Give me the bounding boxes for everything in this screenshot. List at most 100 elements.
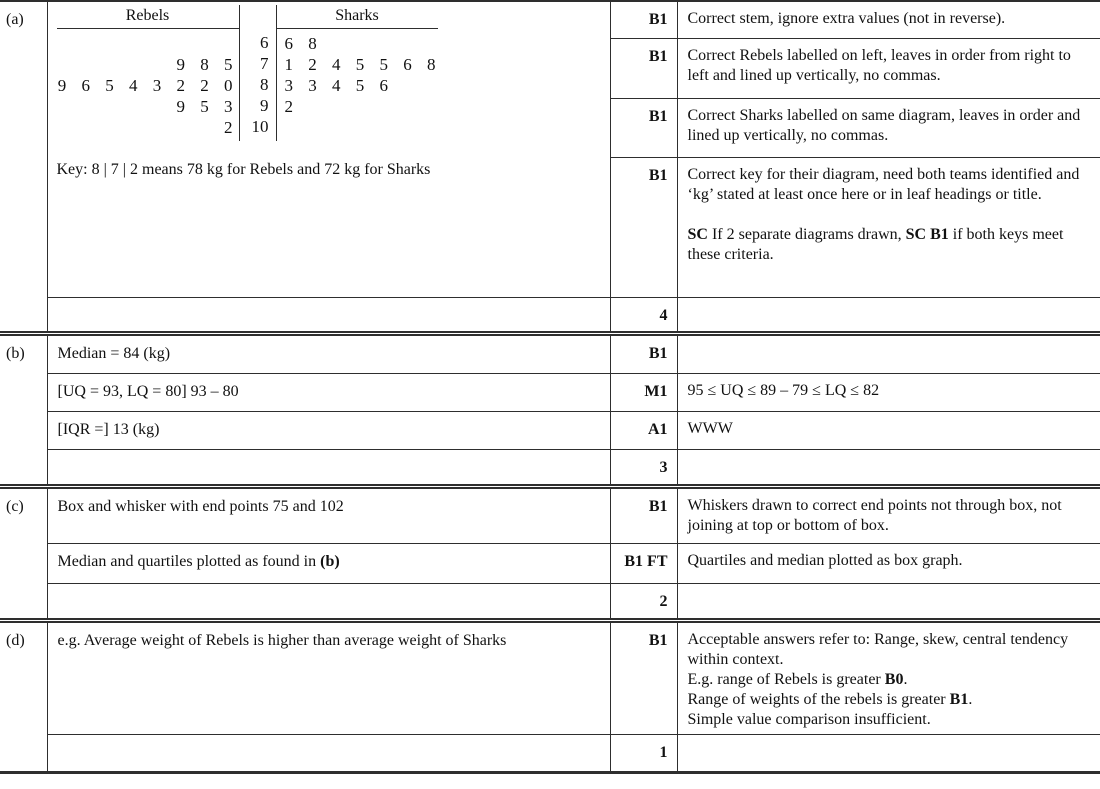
part-label: (d) bbox=[0, 619, 48, 773]
total-row: 1 bbox=[0, 733, 1100, 773]
section-c: (c) Box and whisker with end points 75 an… bbox=[0, 485, 1100, 621]
text-segment: . bbox=[968, 690, 973, 708]
working-cell: Box and whisker with end points 75 and 1… bbox=[46, 485, 611, 544]
text-segment: If 2 separate diagrams drawn, bbox=[707, 225, 906, 243]
note-cell: Correct Sharks labelled on same diagram,… bbox=[676, 97, 1100, 158]
mark-cell: B1 bbox=[609, 0, 678, 39]
mark-cell: A1 bbox=[609, 410, 678, 450]
stem-value: 6 bbox=[260, 33, 269, 52]
empty-note-cell bbox=[676, 448, 1100, 487]
mark-cell: B1 bbox=[609, 97, 678, 158]
right-team-title: Sharks bbox=[276, 5, 438, 29]
total-marks-cell: 3 bbox=[609, 448, 678, 487]
empty-working-cell bbox=[46, 733, 611, 773]
note-cell: Quartiles and median plotted as box grap… bbox=[676, 542, 1100, 584]
section-d: (d) e.g. Average weight of Rebels is high… bbox=[0, 619, 1100, 773]
stem-leaf-column-left: Rebels 9 8 5 9 6 5 4 3 2 2 0 9 5 3 2 bbox=[56, 5, 239, 141]
emphasis-text: SC B1 bbox=[905, 225, 949, 243]
total-row: 4 bbox=[0, 296, 1100, 334]
left-leaves: 2 bbox=[224, 118, 233, 137]
emphasis-text: B1 bbox=[949, 690, 969, 708]
text-segment: if both keys meet these criteria. bbox=[687, 225, 1064, 263]
right-leaves: 2 bbox=[284, 97, 294, 116]
section-b: (b) Median = 84 (kg) B1 [UQ = 93, LQ = 80] … bbox=[0, 332, 1100, 487]
text-segment: . bbox=[903, 670, 908, 688]
mark-row: B1 Correct Sharks labelled on same diagra… bbox=[0, 97, 1100, 158]
mark-cell: B1 bbox=[609, 332, 678, 374]
note-cell: WWW bbox=[676, 410, 1100, 450]
stem-leaf-column-stem: 6 7 8 9 10 bbox=[238, 5, 277, 141]
note-cell: Acceptable answers refer to: Range, skew… bbox=[676, 619, 1100, 735]
right-leaves bbox=[277, 117, 438, 138]
left-leaves: 9 8 5 bbox=[176, 55, 233, 74]
right-leaves: 1 2 4 5 5 6 8 bbox=[284, 55, 436, 74]
note-cell: Correct stem, ignore extra values (not i… bbox=[676, 0, 1100, 39]
emphasis-text: (b) bbox=[320, 552, 340, 570]
note-cell: Correct key for their diagram, need both… bbox=[676, 156, 1100, 298]
working-cell: [UQ = 93, LQ = 80] 93 – 80 bbox=[46, 372, 611, 412]
mark-row: (c) Box and whisker with end points 75 an… bbox=[0, 485, 1100, 621]
mark-cell: B1 FT bbox=[609, 542, 678, 584]
empty-note-cell bbox=[676, 296, 1100, 334]
emphasis-text: B0 bbox=[884, 670, 904, 688]
note-cell bbox=[676, 332, 1100, 374]
stem-leaf-key: Key: 8 | 7 | 2 means 78 kg for Rebels an… bbox=[56, 161, 431, 178]
mark-cell: B1 bbox=[609, 619, 678, 735]
mark-row: (b) Median = 84 (kg) B1 bbox=[0, 332, 1100, 487]
stem-leaf-column-right: Sharks 6 8 1 2 4 5 5 6 8 3 3 4 5 6 2 bbox=[276, 5, 438, 141]
empty-working-cell bbox=[46, 448, 611, 487]
part-label: (b) bbox=[0, 332, 48, 487]
emphasis-text: SC bbox=[687, 225, 708, 243]
total-row: 2 bbox=[0, 582, 1100, 621]
text-segment: Acceptable answers refer to: Range, skew… bbox=[687, 630, 1069, 668]
mark-row: Median and quartiles plotted as found in… bbox=[0, 542, 1100, 584]
mark-cell: B1 bbox=[609, 485, 678, 544]
working-cell: Rebels 9 8 5 9 6 5 4 3 2 2 0 9 5 3 2 6 7 8 9 10 Sh… bbox=[46, 0, 611, 298]
stem-and-leaf-diagram: Rebels 9 8 5 9 6 5 4 3 2 2 0 9 5 3 2 6 7 8 9 10 Sh… bbox=[56, 5, 610, 180]
left-leaves: 9 6 5 4 3 2 2 0 bbox=[57, 76, 233, 95]
note-cell: 95 ≤ UQ ≤ 89 – 79 ≤ LQ ≤ 82 bbox=[676, 372, 1100, 412]
mark-row: (a) Rebels 9 8 5 9 6 5 4 3 2 2 0 9 5 3 2 6 7 8 9 1… bbox=[0, 0, 1100, 334]
text-segment: E.g. range of Rebels is greater bbox=[687, 670, 885, 688]
mark-row: [IQR =] 13 (kg) A1 WWW bbox=[0, 410, 1100, 450]
total-row: 3 bbox=[0, 448, 1100, 487]
text-segment: Range of weights of the rebels is greate… bbox=[687, 690, 950, 708]
mark-cell: B1 bbox=[609, 37, 678, 99]
left-leaves bbox=[57, 33, 239, 54]
right-leaves: 6 8 bbox=[284, 34, 317, 53]
stem-value: 8 bbox=[260, 75, 269, 94]
text-segment: Simple value comparison insufficient. bbox=[687, 710, 931, 728]
total-marks-cell: 1 bbox=[609, 733, 678, 773]
stem-value: 9 bbox=[260, 96, 269, 115]
mark-row: [UQ = 93, LQ = 80] 93 – 80 M1 95 ≤ UQ ≤ 89… bbox=[0, 372, 1100, 412]
stem-value: 7 bbox=[260, 54, 269, 73]
mark-cell: M1 bbox=[609, 372, 678, 412]
stem-value: 10 bbox=[251, 117, 269, 136]
stem-and-leaf-grid: Rebels 9 8 5 9 6 5 4 3 2 2 0 9 5 3 2 6 7 8 9 10 Sh… bbox=[56, 5, 438, 141]
section-a: (a) Rebels 9 8 5 9 6 5 4 3 2 2 0 9 5 3 2 6 7 8 9 1… bbox=[0, 0, 1100, 334]
mark-row: (d) e.g. Average weight of Rebels is high… bbox=[0, 619, 1100, 773]
mark-cell: B1 bbox=[609, 156, 678, 298]
left-leaves: 9 5 3 bbox=[176, 97, 233, 116]
empty-working-cell bbox=[46, 296, 611, 334]
total-marks-cell: 2 bbox=[609, 582, 678, 621]
mark-row: B1 Correct key for their diagram, need bo… bbox=[0, 156, 1100, 298]
working-cell: [IQR =] 13 (kg) bbox=[46, 410, 611, 450]
mark-row: B1 Correct Rebels labelled on left, leave… bbox=[0, 37, 1100, 99]
left-team-title: Rebels bbox=[56, 5, 239, 29]
part-label: (c) bbox=[0, 485, 48, 621]
total-marks-cell: 4 bbox=[609, 296, 678, 334]
working-cell: Median and quartiles plotted as found in… bbox=[46, 542, 611, 584]
empty-note-cell bbox=[676, 582, 1100, 621]
part-label: (a) bbox=[0, 0, 48, 334]
empty-note-cell bbox=[676, 733, 1100, 773]
empty-working-cell bbox=[46, 582, 611, 621]
note-cell: Whiskers drawn to correct end points not… bbox=[676, 485, 1100, 544]
text-segment: Correct key for their diagram, need both… bbox=[687, 165, 1080, 203]
working-cell: Median = 84 (kg) bbox=[46, 332, 611, 374]
text-segment: Median and quartiles plotted as found in bbox=[57, 552, 321, 570]
working-cell: e.g. Average weight of Rebels is higher … bbox=[46, 619, 611, 735]
stem-column-header bbox=[240, 5, 276, 28]
note-cell: Correct Rebels labelled on left, leaves … bbox=[676, 37, 1100, 99]
